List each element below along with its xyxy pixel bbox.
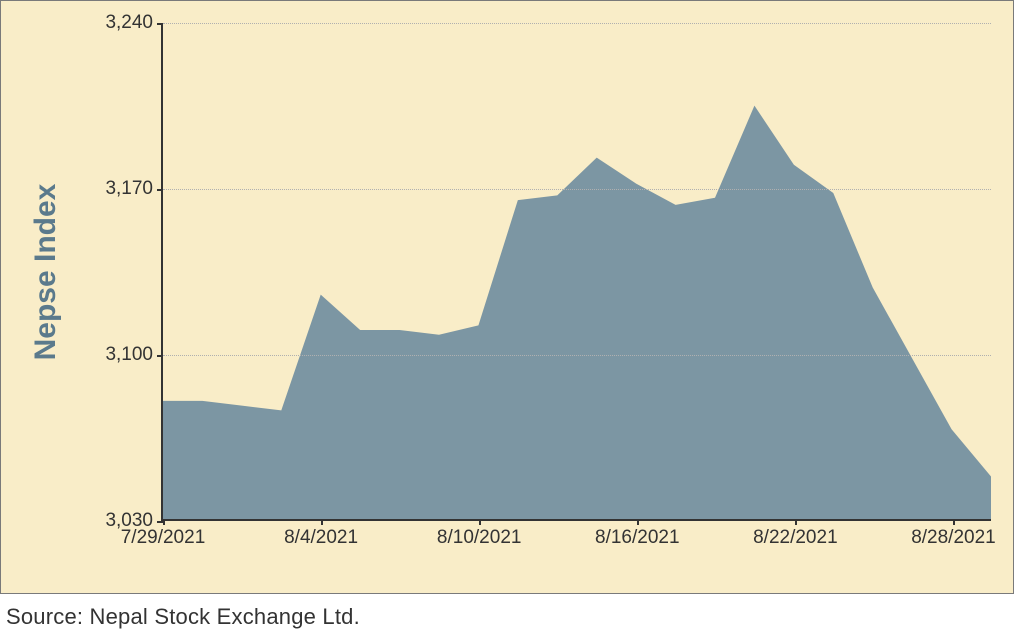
y-tick-label: 3,100 <box>105 344 163 366</box>
x-tick-label: 8/28/2021 <box>911 519 996 549</box>
x-tick-label: 8/10/2021 <box>437 519 522 549</box>
x-tick-label: 7/29/2021 <box>121 519 206 549</box>
area-series <box>163 23 991 519</box>
gridline <box>163 189 991 190</box>
y-axis-title: Nepse Index <box>29 184 63 361</box>
x-tick-label: 8/22/2021 <box>753 519 838 549</box>
gridline <box>163 23 991 24</box>
plot-area: 3,0303,1003,1703,2407/29/20218/4/20218/1… <box>161 23 991 521</box>
y-tick-label: 3,170 <box>105 178 163 200</box>
figure-root: Nepse Index 3,0303,1003,1703,2407/29/202… <box>0 0 1014 630</box>
y-tick-label: 3,240 <box>105 12 163 34</box>
x-tick-label: 8/16/2021 <box>595 519 680 549</box>
source-caption: Source: Nepal Stock Exchange Ltd. <box>0 594 1014 630</box>
chart-card: Nepse Index 3,0303,1003,1703,2407/29/202… <box>0 0 1014 594</box>
area-fill <box>163 106 991 519</box>
gridline <box>163 355 991 356</box>
x-tick-label: 8/4/2021 <box>284 519 358 549</box>
